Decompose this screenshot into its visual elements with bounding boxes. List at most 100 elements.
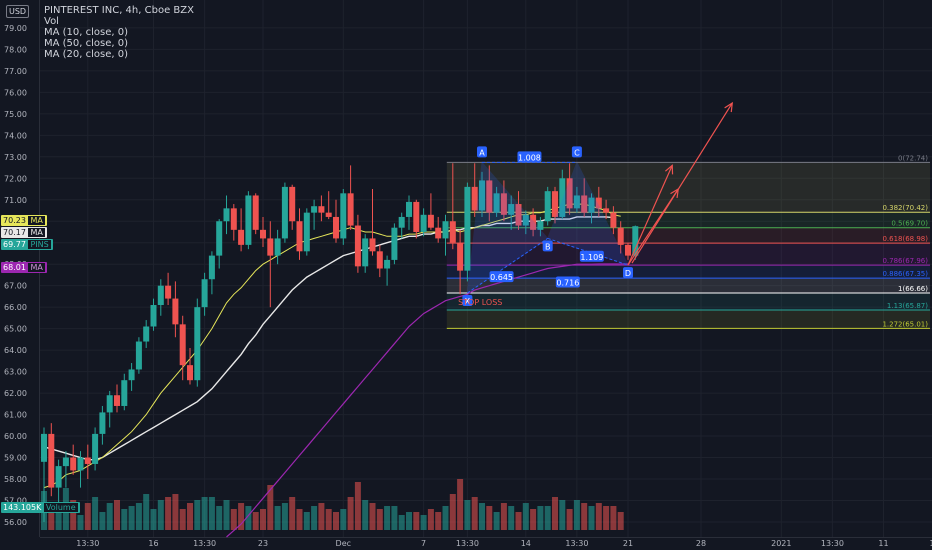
indicator-ma50[interactable]: MA (50, close, 0) <box>44 38 129 49</box>
currency-button[interactable]: USD <box>6 5 30 18</box>
volume-bar <box>479 503 485 530</box>
candle-body <box>150 305 157 327</box>
y-tick-label: 64.00 <box>4 346 27 355</box>
candle-body <box>632 226 639 256</box>
fib-zone <box>446 243 930 266</box>
y-tick-label: 59.00 <box>4 454 27 463</box>
y-tick-label: 74.00 <box>4 131 27 140</box>
x-tick-label: Dec <box>336 539 351 548</box>
candle-body <box>194 307 201 381</box>
volume-bar <box>544 506 551 530</box>
volume-bar <box>325 509 332 530</box>
x-tick-label: 2021 <box>771 539 791 548</box>
volume-bar <box>274 506 281 530</box>
volume-bar <box>449 494 456 530</box>
candle-body <box>92 433 99 464</box>
fib-level-label: 0(72.74) <box>898 154 928 162</box>
x-tick-label: 14 <box>521 539 531 548</box>
volume-bar <box>245 506 252 530</box>
candle-body <box>552 191 558 217</box>
volume-bar <box>603 506 610 530</box>
pattern-triangle-xab <box>466 161 549 295</box>
candle-body <box>384 259 391 269</box>
candle-body <box>449 221 456 243</box>
candle-body <box>508 204 515 215</box>
price-label-ma20: 70.17 MA <box>1 227 47 238</box>
fib-level-label: 0.618(68.98) <box>882 235 928 243</box>
volume-bar <box>267 485 274 530</box>
volume-bar <box>92 497 99 530</box>
candle-body <box>515 204 522 226</box>
candle-body <box>406 201 412 217</box>
volume-bar <box>281 503 288 530</box>
volume-bar <box>435 512 442 530</box>
candle-body <box>303 212 310 252</box>
fib-level-label: 1(66.66) <box>898 285 928 293</box>
y-tick-label: 73.00 <box>4 153 27 162</box>
ma50-line <box>226 263 628 538</box>
candle-body <box>55 466 62 488</box>
chart-header: PINTEREST INC, 4h, Cboe BZX Vol MA (10, … <box>44 5 194 60</box>
candle-body <box>121 380 128 406</box>
volume-bar <box>354 482 361 530</box>
candle-body <box>479 180 485 211</box>
volume-bar <box>106 503 113 530</box>
candle-body <box>172 298 179 325</box>
volume-bar <box>493 512 500 530</box>
pattern-point-badge <box>542 240 553 252</box>
candle-body <box>493 193 500 213</box>
y-tick-label: 66.00 <box>4 303 27 312</box>
y-tick-label: 58.00 <box>4 475 27 484</box>
pattern-ratio-badge <box>489 271 514 283</box>
x-tick-label: 21 <box>623 539 633 548</box>
pattern-ratio-badge <box>517 151 542 163</box>
candle-body <box>413 201 420 232</box>
candle-body <box>588 197 595 213</box>
price-label-ma50: 68.01 MA <box>1 262 47 273</box>
volume-bar <box>362 500 369 530</box>
volume-bar <box>427 509 434 530</box>
x-tick-label: 13:30 <box>565 539 588 548</box>
candle-body <box>530 214 537 230</box>
projection-arrow-head <box>664 164 674 175</box>
candle-body <box>362 238 369 267</box>
candle-body <box>165 285 172 299</box>
volume-bar <box>391 506 398 530</box>
pattern-point-badge <box>571 146 582 158</box>
fib-zone <box>446 278 930 293</box>
candle-body <box>442 221 449 239</box>
volume-bar <box>311 506 318 530</box>
pattern-point-badge <box>462 294 473 306</box>
candle-body <box>238 229 245 245</box>
volume-bar <box>303 512 310 530</box>
pattern-point-badge <box>623 267 633 279</box>
candle-body <box>457 242 464 271</box>
volume-bar <box>522 503 529 530</box>
volume-bar <box>296 509 303 530</box>
volume-bar <box>201 497 208 530</box>
candle-body <box>347 193 354 226</box>
y-tick-label: 77.00 <box>4 67 27 76</box>
candle-body <box>281 186 288 239</box>
candle-body <box>595 197 602 209</box>
volume-bar <box>48 509 55 530</box>
y-tick-label: 60.00 <box>4 432 27 441</box>
y-tick-label: 56.00 <box>4 518 27 527</box>
price-label-last: 69.77 PINS <box>1 239 53 250</box>
volume-bar <box>566 509 573 530</box>
candle-body <box>333 216 339 239</box>
y-tick-label: 57.00 <box>4 496 27 505</box>
symbol-title[interactable]: PINTEREST INC, 4h, Cboe BZX <box>44 5 194 16</box>
indicator-ma10[interactable]: MA (10, close, 0) <box>44 27 129 38</box>
volume-bar <box>238 503 245 530</box>
indicator-volume[interactable]: Vol <box>44 16 59 27</box>
volume-bar <box>208 497 215 530</box>
candle-body <box>376 251 383 269</box>
candle-body <box>354 225 361 267</box>
fib-level-label: 1.272(65.01) <box>882 320 928 328</box>
indicator-ma20[interactable]: MA (20, close, 0) <box>44 49 129 60</box>
fib-zone <box>446 309 930 329</box>
y-tick-label: 75.00 <box>4 110 27 119</box>
